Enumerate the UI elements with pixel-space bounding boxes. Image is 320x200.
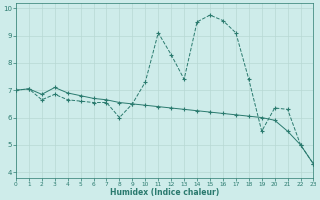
X-axis label: Humidex (Indice chaleur): Humidex (Indice chaleur) — [110, 188, 219, 197]
